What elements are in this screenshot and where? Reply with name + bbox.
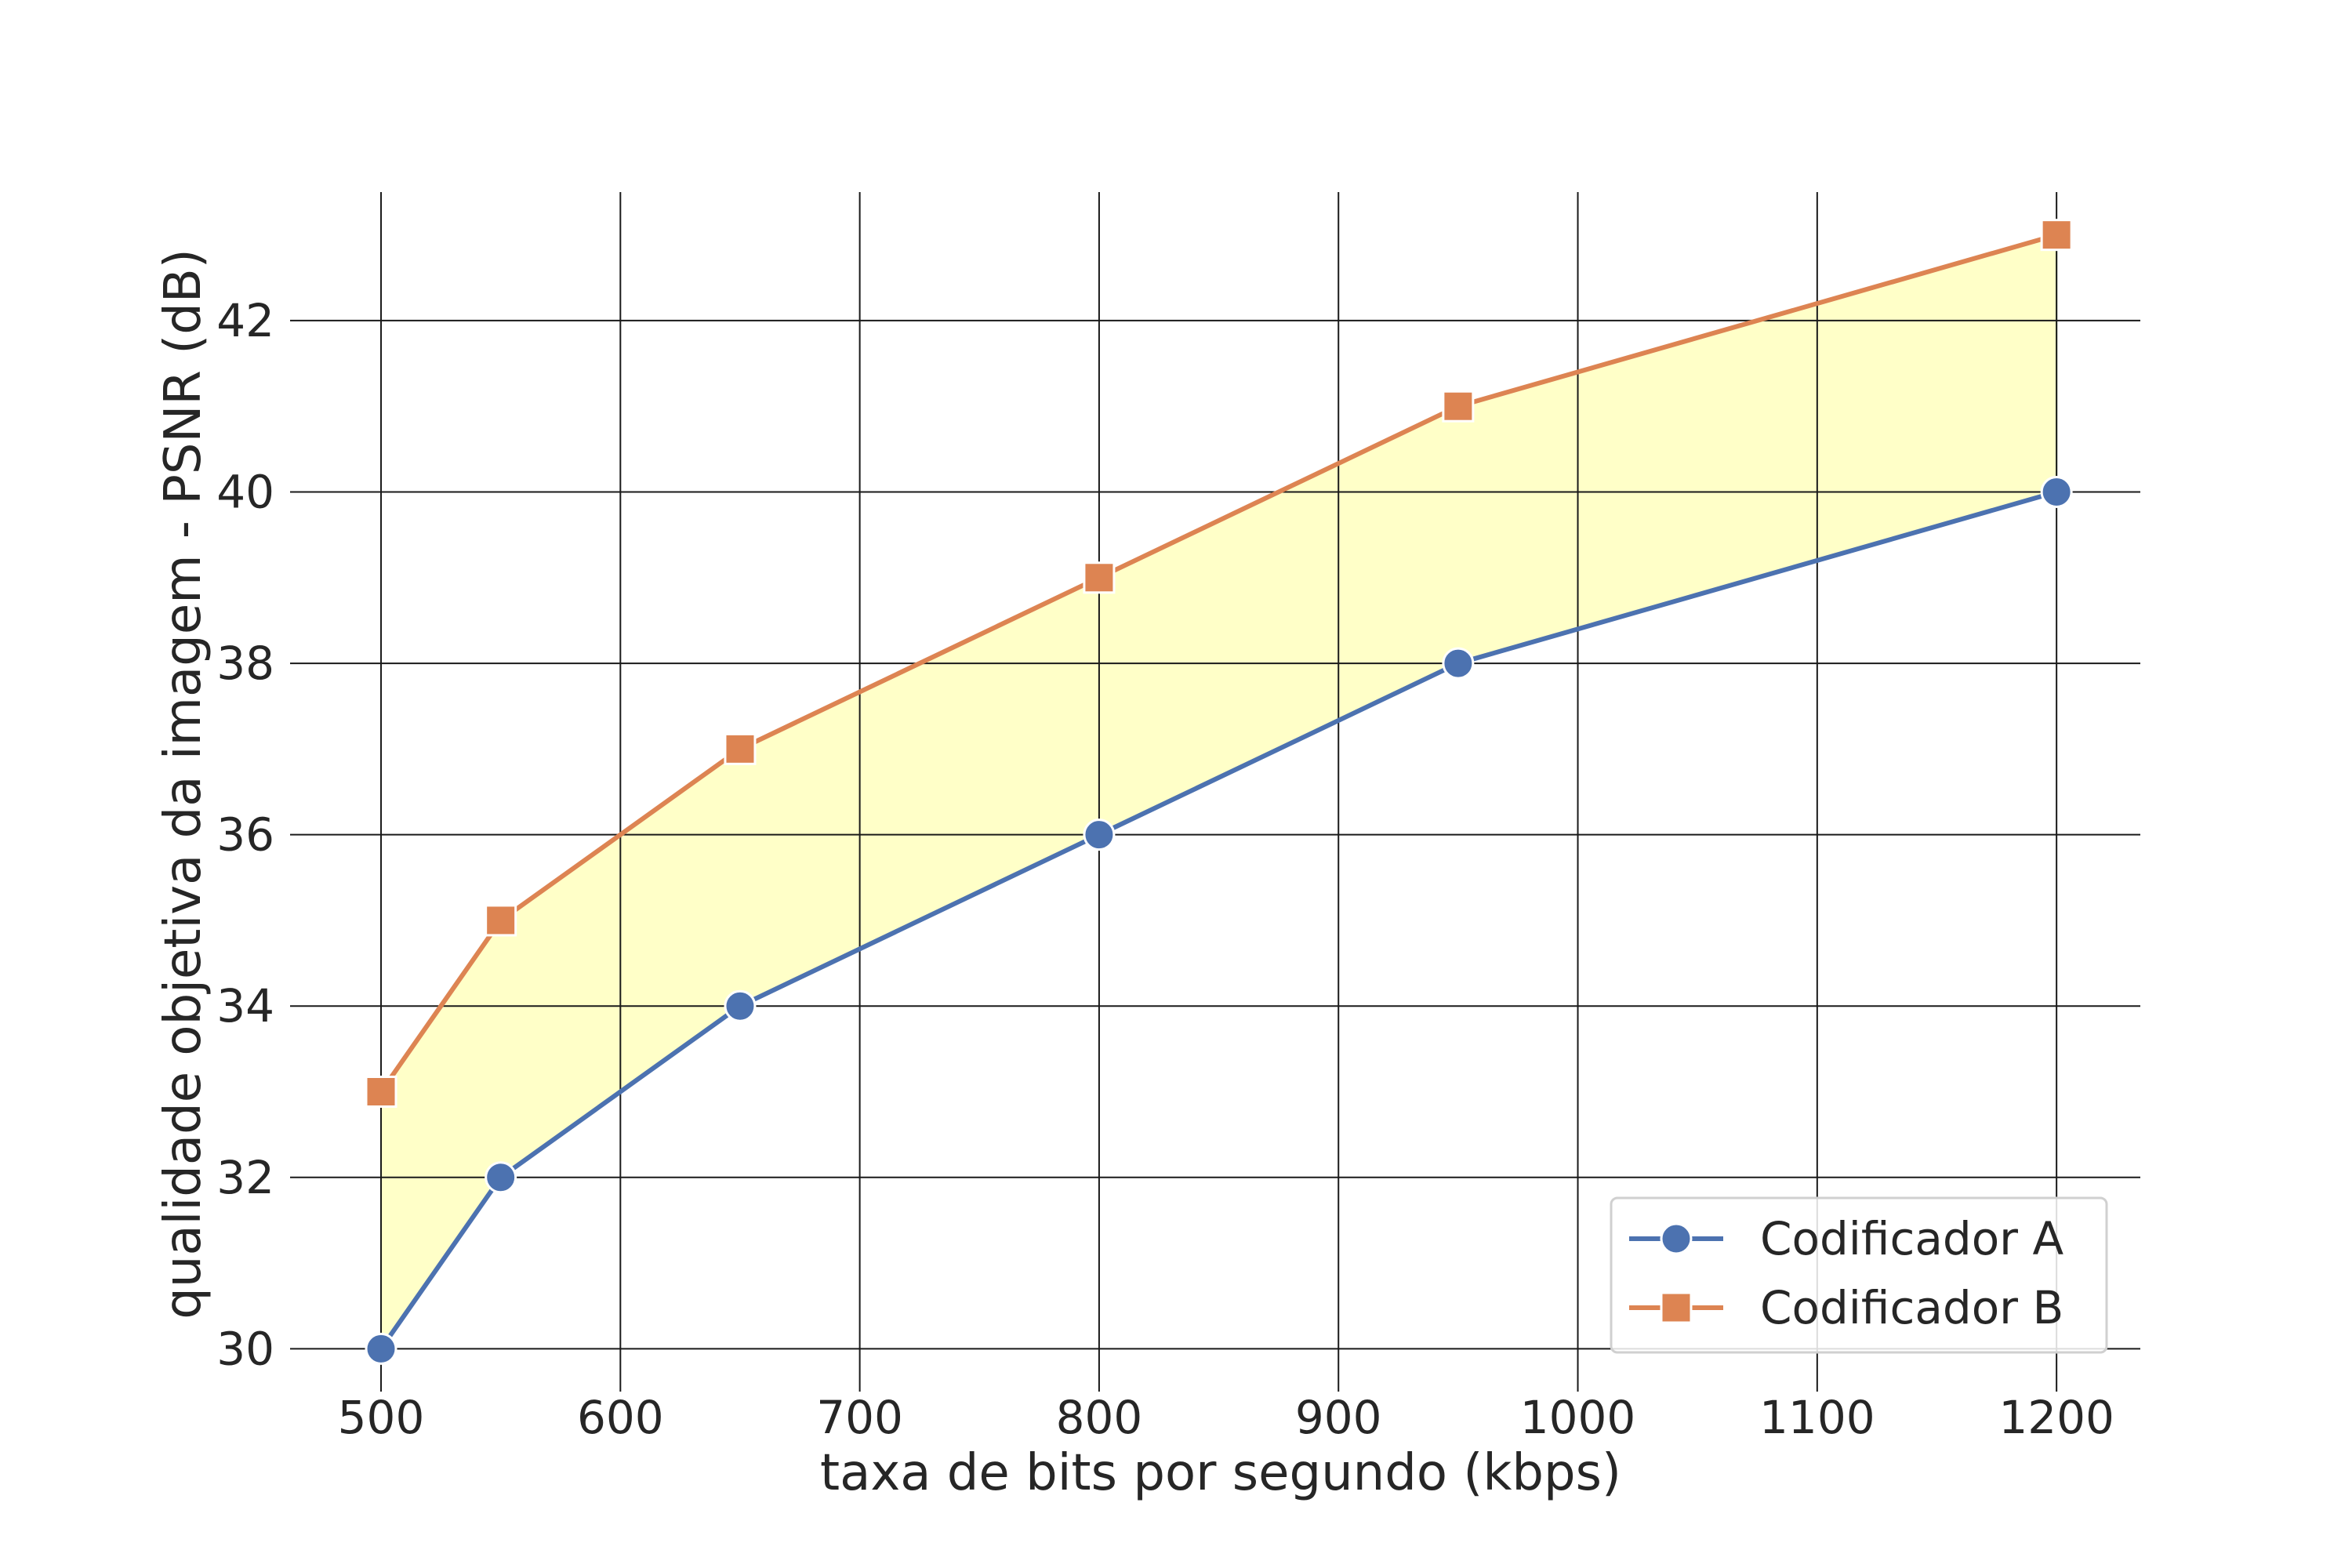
y-tick-label: 30	[216, 1322, 274, 1375]
y-tick-label: 36	[216, 808, 274, 862]
y-tick-label: 32	[216, 1151, 274, 1204]
data-point	[365, 1076, 397, 1108]
legend-box	[1610, 1196, 2108, 1354]
data-point	[724, 989, 757, 1022]
fill-between-polygon	[381, 234, 2057, 1349]
data-point	[1442, 647, 1475, 680]
x-tick-label: 500	[338, 1391, 425, 1444]
legend-marker	[1660, 1291, 1693, 1324]
x-tick-labels: 500 600 700 800 900 1000 1100 1200	[338, 1391, 2114, 1444]
x-tick-label: 1100	[1759, 1391, 1875, 1444]
series-b	[365, 219, 2073, 1108]
legend-label: Codificador A	[1760, 1212, 2063, 1265]
y-tick-label: 34	[216, 979, 274, 1033]
legend-marker	[1660, 1222, 1693, 1255]
data-point	[2040, 476, 2073, 508]
y-tick-label: 38	[216, 637, 274, 690]
legend: Codificador A Codificador B	[1610, 1196, 2108, 1354]
y-tick-label: 40	[216, 466, 274, 519]
legend-item: Codificador B	[1629, 1281, 2063, 1334]
y-tick-label: 42	[216, 294, 274, 347]
data-point	[485, 1161, 517, 1194]
legend-item: Codificador A	[1629, 1212, 2063, 1265]
data-point	[485, 904, 517, 937]
series-a	[365, 476, 2073, 1365]
data-point	[1083, 561, 1116, 594]
y-tick-labels: 30 32 34 36 38 40 42	[216, 294, 274, 1375]
x-tick-label: 800	[1056, 1391, 1143, 1444]
data-point	[1083, 818, 1116, 851]
x-tick-label: 700	[816, 1391, 903, 1444]
x-axis-title: taxa de bits por segundo (kbps)	[820, 1444, 1621, 1502]
data-point	[2040, 219, 2073, 252]
grid	[290, 192, 2140, 1392]
series-layer	[365, 219, 2073, 1365]
data-point	[1442, 390, 1475, 423]
y-axis-title: qualidade objetiva da imagem - PSNR (dB)	[154, 249, 212, 1319]
x-tick-label: 600	[577, 1391, 664, 1444]
data-point	[365, 1332, 397, 1365]
legend-label: Codificador B	[1760, 1281, 2063, 1334]
data-point	[724, 732, 757, 765]
x-tick-label: 900	[1295, 1391, 1382, 1444]
series-line	[379, 489, 2057, 1351]
series-line	[379, 232, 2057, 1094]
x-tick-label: 1200	[1998, 1391, 2114, 1444]
x-tick-label: 1000	[1520, 1391, 1636, 1444]
fill-between-area	[380, 234, 2058, 1349]
